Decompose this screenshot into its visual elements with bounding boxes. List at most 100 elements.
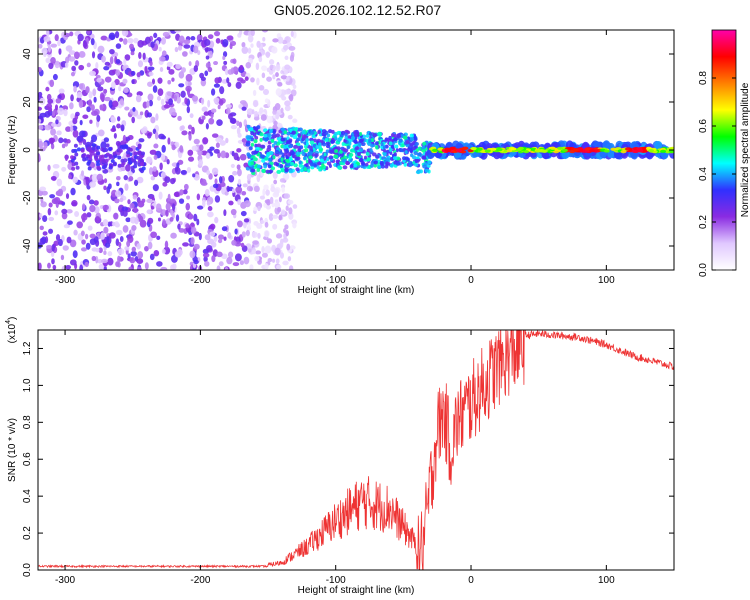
heatmap-cell [131, 246, 137, 252]
heatmap-cell [301, 152, 306, 157]
heatmap-cell [269, 129, 274, 134]
heatmap-cell [97, 45, 105, 54]
heatmap-cell [237, 199, 242, 206]
heatmap-x-tick-label: -200 [190, 275, 210, 286]
heatmap-cell [215, 137, 222, 143]
heatmap-cell [44, 124, 52, 131]
heatmap-cell [227, 82, 232, 88]
heatmap-cell [123, 87, 129, 94]
heatmap-cell [368, 139, 372, 144]
heatmap-cell [160, 153, 166, 162]
heatmap-cell [231, 239, 237, 246]
heatmap-cell [523, 149, 530, 154]
heatmap-cell [161, 171, 166, 177]
heatmap-cell [215, 142, 220, 149]
heatmap-cell [317, 142, 322, 147]
heatmap-cell [233, 152, 239, 161]
heatmap-cell [413, 162, 419, 167]
heatmap-cell [297, 148, 302, 153]
heatmap-cell [118, 241, 122, 248]
heatmap-cell [157, 217, 161, 222]
heatmap-cell [54, 60, 60, 69]
heatmap-cell [92, 88, 97, 97]
heatmap-cell [375, 145, 379, 150]
heatmap-cell [191, 95, 199, 102]
heatmap-cell [394, 144, 399, 149]
heatmap-cell [118, 148, 123, 153]
heatmap-cell [54, 104, 59, 111]
heatmap-cell [115, 229, 123, 236]
heatmap-cell [109, 48, 115, 55]
heatmap-cell [116, 181, 120, 187]
heatmap-cell [240, 79, 246, 84]
heatmap-cell [230, 163, 235, 168]
heatmap-cell [182, 242, 189, 247]
heatmap-cell [224, 267, 229, 270]
heatmap-cell [115, 176, 121, 181]
heatmap-x-tick-label: 0 [468, 275, 474, 286]
heatmap-cell [157, 77, 163, 84]
heatmap-cell [213, 61, 219, 66]
heatmap-cell [325, 157, 330, 162]
heatmap-cell [284, 100, 291, 107]
heatmap-cell [51, 258, 55, 265]
heatmap-cell [164, 240, 169, 249]
heatmap-cell [275, 258, 280, 264]
heatmap-cell [122, 210, 128, 217]
heatmap-cell [250, 161, 255, 166]
heatmap-cell [288, 156, 293, 161]
heatmap-cell [236, 164, 241, 170]
heatmap-cell [369, 148, 373, 153]
snr-series-line [38, 330, 674, 570]
heatmap-cell [182, 51, 188, 57]
heatmap-cell [275, 233, 283, 239]
heatmap-cell [167, 137, 171, 145]
heatmap-cell [200, 181, 208, 186]
heatmap-cell [74, 60, 79, 66]
heatmap-cell [134, 217, 139, 225]
heatmap-cell [272, 109, 277, 115]
heatmap-cell [372, 133, 377, 138]
heatmap-cell [243, 218, 250, 223]
heatmap-cell [45, 244, 53, 249]
heatmap-cell [110, 128, 117, 133]
heatmap-cell [321, 129, 327, 134]
heatmap-cell [152, 184, 159, 192]
heatmap-cell [139, 219, 147, 228]
heatmap-cell [88, 199, 95, 205]
heatmap-cell [97, 129, 105, 137]
heatmap-cell [263, 184, 269, 191]
heatmap-cell [375, 154, 380, 159]
colorbar-tick-label: 0.2 [698, 215, 709, 229]
heatmap-cell [349, 164, 354, 169]
heatmap-cell [276, 122, 283, 128]
heatmap-cell [125, 164, 131, 172]
heatmap-cell [226, 256, 233, 265]
heatmap-cell [236, 220, 243, 228]
heatmap-cell [136, 72, 141, 78]
heatmap-cell [268, 157, 272, 162]
heatmap-cell [127, 157, 132, 162]
heatmap-cell [98, 263, 104, 270]
heatmap-cell [660, 149, 667, 153]
heatmap-cell [193, 65, 199, 73]
heatmap-cell [280, 127, 286, 132]
heatmap-cell [79, 264, 84, 270]
heatmap-cell [210, 88, 216, 96]
heatmap-cell [227, 251, 234, 258]
heatmap-cell [86, 212, 92, 218]
heatmap-cell [180, 125, 185, 131]
heatmap-cell [118, 85, 122, 92]
heatmap-cell [506, 149, 513, 153]
heatmap-cell [541, 149, 548, 153]
heatmap-cell [116, 123, 121, 129]
heatmap-cell [272, 38, 279, 43]
heatmap-cell [169, 217, 174, 222]
heatmap-cell [269, 161, 274, 166]
heatmap-cell [77, 33, 84, 42]
heatmap-cell [124, 106, 130, 111]
heatmap-cell [293, 144, 298, 149]
heatmap-cell [268, 70, 274, 75]
heatmap-cell [379, 160, 384, 165]
heatmap-cell [301, 130, 306, 135]
